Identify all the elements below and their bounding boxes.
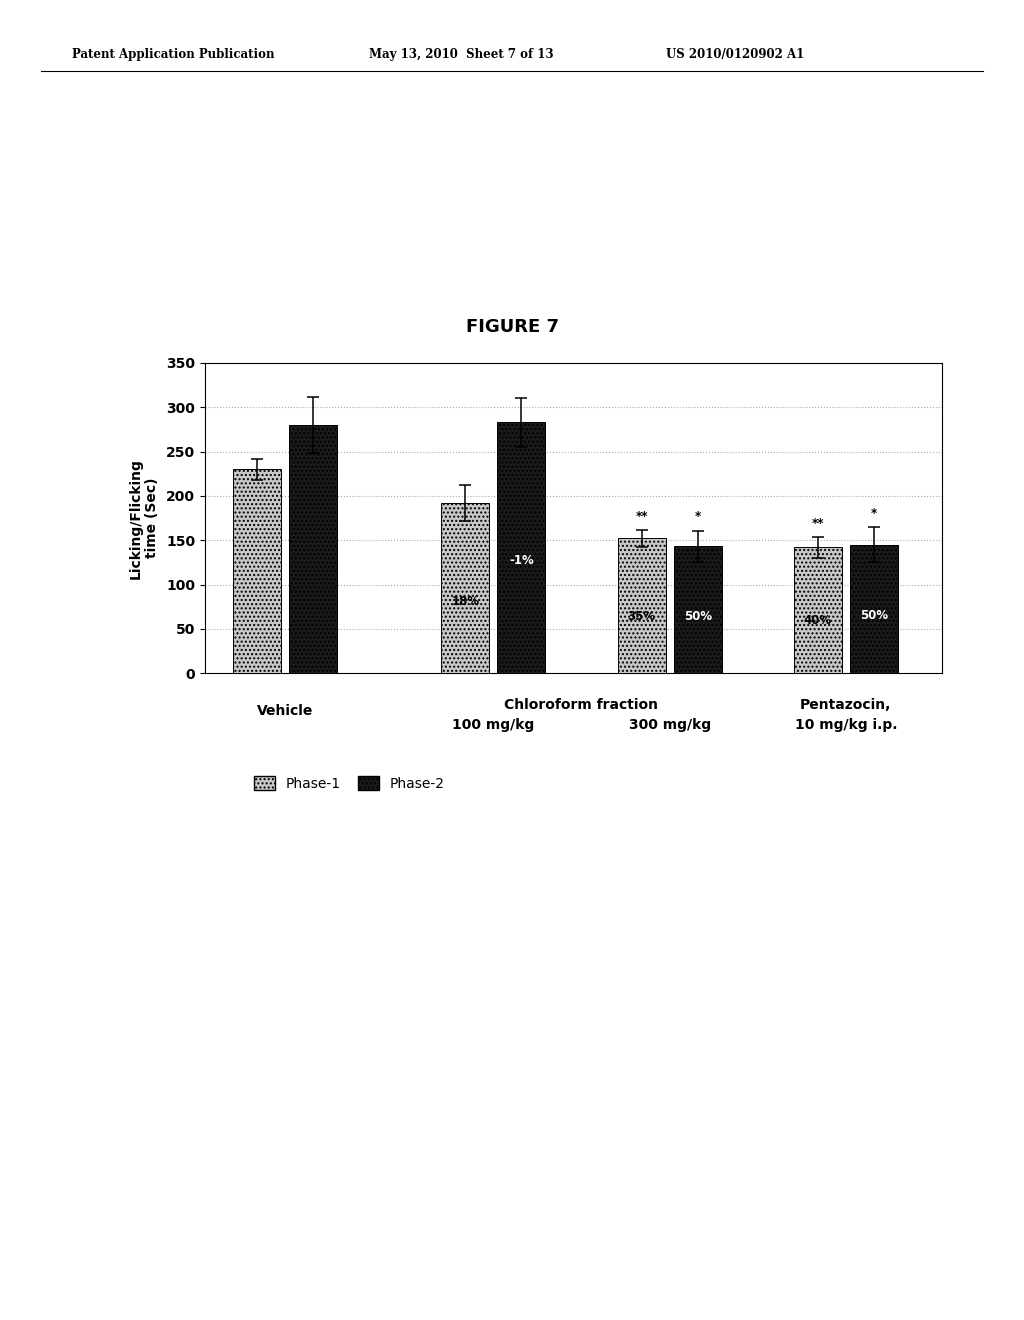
Bar — [232, 470, 281, 673]
Text: 10 mg/kg i.p.: 10 mg/kg i.p. — [795, 718, 897, 731]
Bar — [441, 503, 489, 673]
Text: May 13, 2010  Sheet 7 of 13: May 13, 2010 Sheet 7 of 13 — [369, 48, 553, 61]
Bar — [794, 548, 842, 673]
Text: Patent Application Publication: Patent Application Publication — [72, 48, 274, 61]
Legend: Phase-1, Phase-2: Phase-1, Phase-2 — [249, 771, 451, 796]
Text: *: * — [870, 507, 878, 520]
Text: **: ** — [812, 516, 824, 529]
Text: FIGURE 7: FIGURE 7 — [466, 318, 558, 337]
Text: **: ** — [635, 510, 648, 523]
Bar — [289, 425, 337, 673]
Text: 18%: 18% — [452, 595, 479, 609]
Bar — [850, 545, 898, 673]
Y-axis label: Licking/Flicking
time (Sec): Licking/Flicking time (Sec) — [129, 458, 159, 578]
Text: 100 mg/kg: 100 mg/kg — [453, 718, 535, 731]
Text: 35%: 35% — [628, 610, 655, 623]
Text: Pentazocin,: Pentazocin, — [800, 698, 892, 713]
Text: 50%: 50% — [860, 609, 888, 622]
Bar — [674, 546, 722, 673]
Text: Vehicle: Vehicle — [257, 704, 313, 718]
Bar — [498, 422, 546, 673]
Text: 40%: 40% — [804, 614, 831, 627]
Text: -1%: -1% — [509, 554, 534, 566]
Text: 50%: 50% — [684, 610, 712, 623]
Text: Chloroform fraction: Chloroform fraction — [505, 698, 658, 713]
Bar — [617, 539, 666, 673]
Text: *: * — [694, 511, 700, 524]
Text: US 2010/0120902 A1: US 2010/0120902 A1 — [666, 48, 804, 61]
Text: 300 mg/kg: 300 mg/kg — [629, 718, 711, 731]
